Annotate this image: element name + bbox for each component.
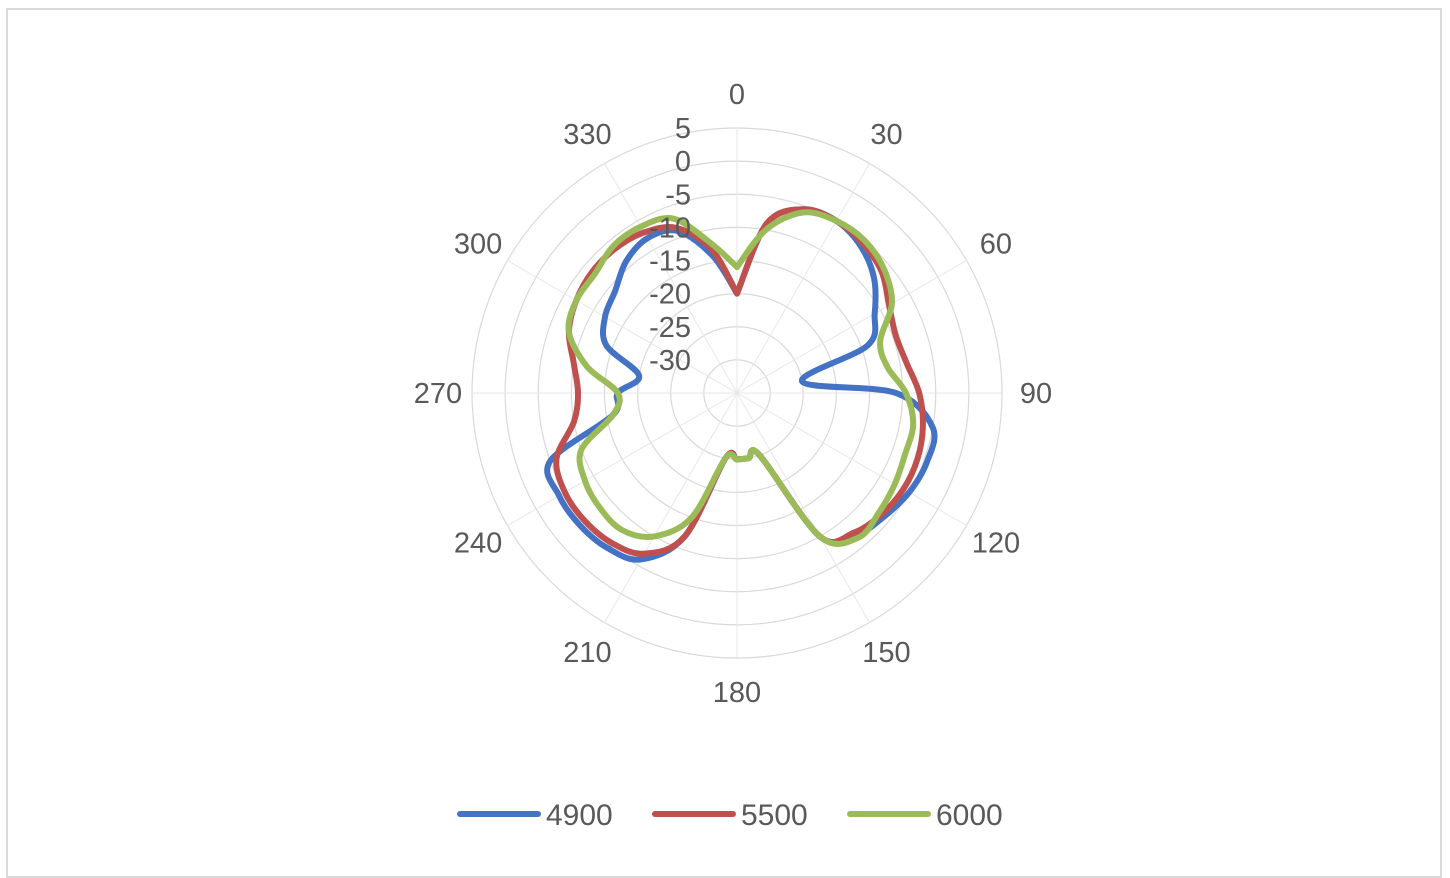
angle-tick-label: 90 bbox=[1020, 378, 1052, 410]
radial-tick-label: 5 bbox=[675, 113, 691, 145]
angle-tick-label: 270 bbox=[414, 378, 462, 410]
radial-tick-label: -25 bbox=[649, 312, 691, 344]
series-lines bbox=[544, 206, 938, 563]
radial-tick-label: 0 bbox=[675, 146, 691, 178]
angle-tick-label: 150 bbox=[862, 637, 910, 669]
angle-tick-label: 0 bbox=[729, 79, 745, 111]
legend: 4900 5500 6000 bbox=[457, 799, 1003, 832]
angle-tick-label: 240 bbox=[454, 528, 502, 560]
grid-spoke bbox=[604, 392, 738, 623]
angle-tick-label: 30 bbox=[870, 119, 902, 151]
radial-tick-labels: 50-5-10-15-20-25-30 bbox=[649, 113, 691, 377]
grid-spoke bbox=[736, 392, 870, 623]
grid-spoke bbox=[736, 260, 967, 394]
chart-frame bbox=[6, 8, 1442, 878]
angle-tick-label: 60 bbox=[980, 229, 1012, 261]
angular-grid bbox=[472, 128, 1002, 658]
grid-spoke bbox=[604, 163, 738, 394]
angle-tick-label: 120 bbox=[972, 528, 1020, 560]
angle-tick-labels: 0 30 60 90 120 150 180 210 240 270 300 330 bbox=[414, 79, 1052, 709]
grid-spoke bbox=[507, 260, 738, 394]
grid-spoke bbox=[736, 392, 967, 526]
grid-spoke bbox=[507, 392, 738, 526]
radial-tick-label: -5 bbox=[665, 179, 691, 211]
angle-tick-label: 330 bbox=[563, 119, 611, 151]
legend-label: 4900 bbox=[546, 799, 613, 832]
angle-tick-label: 180 bbox=[713, 677, 761, 709]
legend-label: 5500 bbox=[741, 799, 808, 832]
series-line-6000 bbox=[565, 209, 917, 547]
angle-tick-label: 300 bbox=[454, 229, 502, 261]
radial-tick-label: -10 bbox=[649, 212, 691, 244]
grid-spoke bbox=[736, 163, 870, 394]
radial-tick-label: -30 bbox=[649, 345, 691, 377]
radial-tick-label: -15 bbox=[649, 246, 691, 278]
legend-label: 6000 bbox=[936, 799, 1003, 832]
radial-tick-label: -20 bbox=[649, 279, 691, 311]
angle-tick-label: 210 bbox=[563, 637, 611, 669]
